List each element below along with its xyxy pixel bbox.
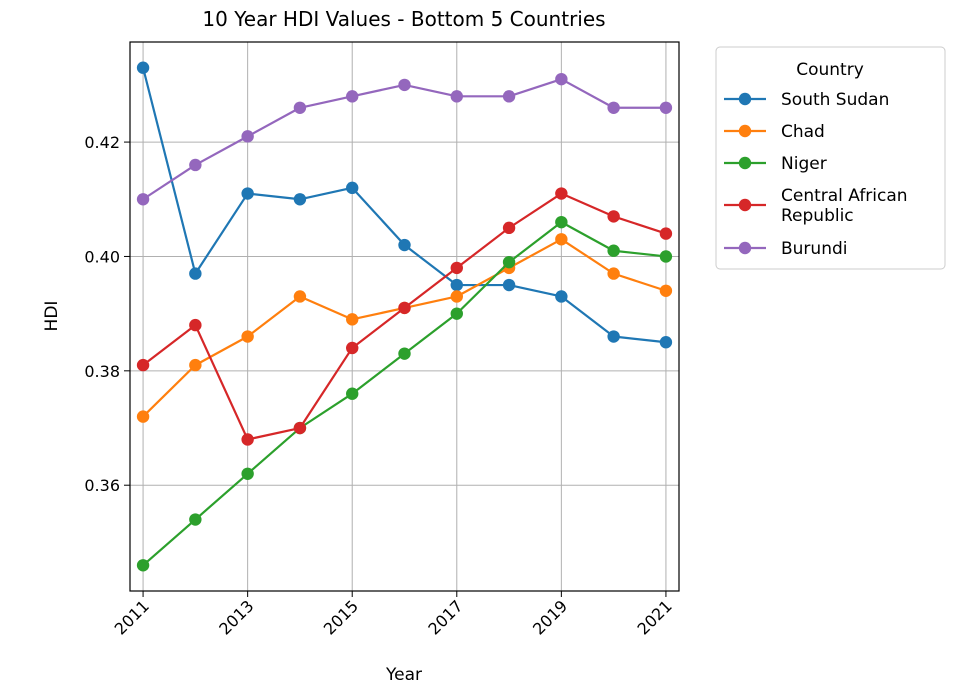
data-point-south-sudan (189, 267, 202, 280)
series-layer (136, 61, 673, 572)
legend: Country South Sudan Chad Niger Central Afri… (715, 46, 946, 270)
legend-label-south-sudan: South Sudan (781, 90, 889, 110)
data-point-burundi (607, 101, 620, 114)
data-point-niger (346, 387, 359, 400)
data-point-south-sudan (398, 238, 411, 252)
data-point-central-african-republic (502, 221, 516, 235)
data-point-chad (659, 284, 673, 297)
data-point-south-sudan (136, 61, 150, 74)
data-point-burundi (555, 72, 568, 86)
data-point-south-sudan (346, 181, 359, 195)
series-burundi (136, 72, 673, 206)
data-point-south-sudan (241, 187, 254, 200)
data-point-burundi (346, 90, 359, 103)
data-point-niger (607, 244, 620, 257)
data-point-chad (450, 290, 463, 303)
legend-marker-central-african-republic (738, 198, 752, 212)
data-point-burundi (293, 101, 307, 114)
data-point-south-sudan (293, 193, 307, 206)
series-niger (136, 215, 673, 572)
y-tick-label: 0.38 (84, 362, 120, 381)
legend-label-niger: Niger (781, 154, 827, 174)
data-point-central-african-republic (241, 433, 254, 446)
data-point-south-sudan (450, 278, 463, 292)
legend-item-niger: Niger (724, 154, 827, 174)
data-point-south-sudan (607, 330, 620, 343)
data-point-niger (450, 307, 463, 320)
data-point-burundi (659, 101, 673, 114)
data-point-niger (189, 513, 202, 526)
data-point-chad (189, 358, 202, 372)
data-point-chad (346, 313, 359, 326)
legend-box (715, 46, 946, 270)
legend-marker-chad (738, 124, 752, 138)
legend-marker-south-sudan (738, 92, 752, 106)
data-point-niger (659, 250, 673, 263)
data-point-chad (293, 290, 307, 303)
legend-item-chad: Chad (724, 122, 825, 142)
data-point-niger (502, 255, 516, 269)
legend-label-line: Niger (781, 154, 827, 174)
series-central-african-republic (136, 187, 673, 446)
data-point-central-african-republic (659, 227, 673, 240)
plot-frame (129, 41, 680, 592)
x-axis-title: Year (385, 665, 422, 685)
legend-marker-burundi (738, 241, 752, 255)
data-point-central-african-republic (450, 261, 463, 275)
legend-title: Country (796, 60, 864, 80)
legend-marker-niger (738, 156, 752, 170)
data-point-chad (607, 267, 620, 280)
data-point-niger (241, 467, 254, 480)
y-axis: 0.36 0.38 0.40 0.42 (84, 133, 130, 495)
data-point-central-african-republic (555, 187, 568, 200)
data-point-central-african-republic (136, 358, 150, 372)
data-point-south-sudan (659, 336, 673, 349)
data-point-burundi (241, 130, 254, 143)
data-point-niger (398, 347, 411, 360)
data-point-chad (241, 330, 254, 343)
data-point-burundi (502, 90, 516, 103)
y-tick-label: 0.36 (84, 476, 120, 495)
legend-item-south-sudan: South Sudan (724, 90, 889, 110)
data-point-chad (136, 410, 150, 423)
legend-label-line: Chad (781, 122, 825, 142)
y-tick-label: 0.40 (84, 247, 120, 266)
y-tick-label: 0.42 (84, 133, 120, 152)
data-point-niger (136, 559, 150, 572)
data-point-burundi (450, 90, 463, 103)
legend-label-line: Republic (781, 206, 854, 226)
data-point-central-african-republic (607, 210, 620, 223)
legend-label-line: Burundi (781, 239, 848, 259)
data-point-burundi (398, 78, 411, 92)
legend-item-central-african-republic: Central African Republic (724, 186, 908, 226)
legend-label-chad: Chad (781, 122, 825, 142)
legend-label-central-african-republic: Central African Republic (781, 186, 908, 226)
data-point-central-african-republic (398, 301, 411, 315)
legend-item-burundi: Burundi (724, 239, 848, 259)
data-point-central-african-republic (189, 318, 202, 332)
y-axis-title: HDI (42, 301, 62, 332)
series-south-sudan (136, 61, 673, 349)
data-point-chad (555, 233, 568, 246)
legend-label-line: Central African (781, 186, 908, 206)
data-point-central-african-republic (293, 421, 307, 435)
data-point-south-sudan (502, 278, 516, 292)
legend-label-burundi: Burundi (781, 239, 848, 259)
data-point-central-african-republic (346, 341, 359, 355)
legend-label-line: South Sudan (781, 90, 889, 110)
data-point-south-sudan (555, 290, 568, 303)
chart-title: 10 Year HDI Values - Bottom 5 Countries (202, 7, 605, 31)
data-point-niger (555, 215, 568, 229)
data-point-burundi (136, 193, 150, 206)
data-point-burundi (189, 158, 202, 172)
